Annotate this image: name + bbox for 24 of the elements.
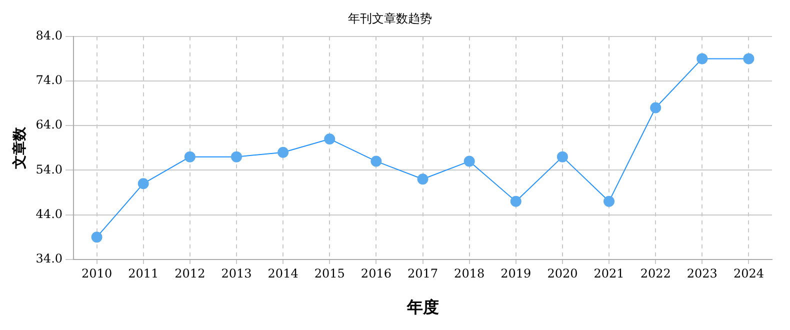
- y-tick-label: 74.0: [36, 73, 63, 88]
- x-tick-label: 2017: [407, 266, 438, 281]
- x-tick-label: 2013: [221, 266, 252, 281]
- y-tick-label: 84.0: [36, 28, 63, 43]
- x-tick-label: 2021: [594, 266, 624, 281]
- x-tick-label: 2022: [640, 266, 671, 281]
- x-tick-label: 2016: [360, 266, 392, 281]
- x-tick-label: 2023: [686, 266, 718, 281]
- y-axis-title: 文章数: [11, 126, 28, 170]
- x-tick-label: 2011: [128, 266, 159, 281]
- chart-title: 年刊文章数趋势: [348, 11, 432, 26]
- x-tick-label: 2020: [547, 266, 578, 281]
- x-tick-label: 2015: [314, 266, 345, 281]
- x-tick-label: 2014: [268, 266, 299, 281]
- x-tick-label: 2024: [733, 266, 764, 281]
- y-tick-label: 64.0: [36, 118, 63, 132]
- x-axis-title: 年度: [406, 298, 439, 317]
- y-tick-label: 34.0: [36, 252, 63, 266]
- y-tick-label: 44.0: [36, 206, 63, 221]
- x-tick-label: 2019: [500, 266, 532, 281]
- x-tick-label: 2018: [454, 266, 485, 281]
- x-tick-label: 2010: [82, 266, 112, 281]
- y-tick-label: 54.0: [36, 162, 63, 176]
- x-tick-label: 2012: [174, 266, 206, 281]
